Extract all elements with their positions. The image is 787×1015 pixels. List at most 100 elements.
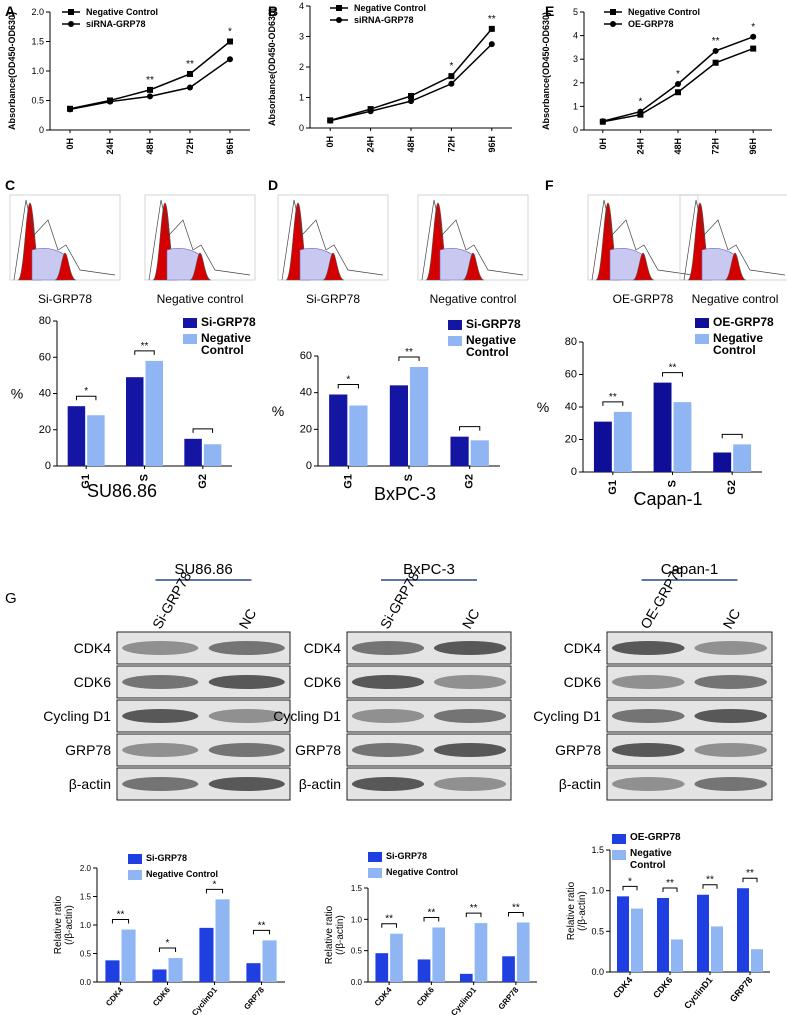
marker — [488, 25, 495, 32]
y-tick-label: 0.0 — [80, 978, 92, 987]
blot-band — [694, 709, 768, 723]
bar — [246, 963, 261, 982]
bar — [653, 382, 672, 472]
x-tick-label: 48H — [145, 138, 155, 155]
legend-label: OE-GRP78 — [713, 316, 774, 329]
y-tick-label: 80 — [39, 315, 51, 327]
g2-peak — [189, 252, 212, 281]
x-tick-label: CDK6 — [151, 985, 172, 1008]
y-tick-label: 1.0 — [591, 886, 604, 896]
legend-item: OE-GRP78 — [713, 316, 774, 329]
y-tick-label: 0.5 — [591, 926, 604, 936]
bracket — [622, 885, 638, 891]
y-axis-label: Absorbance(OD450-OD630) — [267, 8, 277, 126]
marker — [187, 70, 193, 77]
significance: ** — [746, 868, 754, 879]
marker — [227, 38, 233, 45]
bar — [432, 927, 446, 982]
bar — [390, 933, 403, 982]
legend-marker — [610, 9, 616, 15]
protein-label: CDK4 — [74, 640, 112, 656]
panel-letter: C — [5, 177, 15, 193]
protein-label: CDK4 — [304, 640, 342, 656]
legend-label: Si-GRP78 — [466, 318, 521, 331]
y-tick-label: 0 — [39, 125, 44, 135]
significance: ** — [609, 392, 617, 403]
blot-band — [208, 675, 285, 689]
bracket — [381, 923, 397, 928]
legend-label: OE-GRP78 — [630, 832, 681, 843]
y-tick-label: 5 — [573, 7, 578, 17]
x-tick-label: 0H — [325, 136, 335, 148]
bar — [697, 894, 709, 972]
legend-label: Negative Control — [201, 332, 252, 357]
protein-label: Cycling D1 — [273, 708, 341, 724]
y-tick-label: 1.0 — [31, 66, 44, 76]
blot-strip — [606, 665, 773, 699]
legend-label: Negative Control — [630, 848, 672, 871]
blot-band — [351, 675, 425, 689]
blot-band — [611, 777, 685, 791]
protein-label: GRP78 — [295, 742, 341, 758]
x-tick-label: S — [139, 474, 151, 481]
bar — [474, 923, 488, 982]
marker — [637, 108, 644, 115]
lane-label: NC — [719, 606, 743, 632]
significance: ** — [488, 14, 496, 25]
significance: * — [449, 61, 453, 72]
legend-label: OE-GRP78 — [628, 19, 674, 29]
y-tick-label: 2 — [299, 62, 304, 72]
y-tick-label: 40 — [565, 401, 577, 413]
x-tick-label: 24H — [366, 136, 376, 153]
bracket — [662, 372, 683, 377]
legend-swatch — [128, 854, 142, 864]
bar — [502, 956, 515, 982]
g2-peak — [632, 252, 655, 281]
legend-item: OE-GRP78 — [630, 832, 681, 843]
blot-title: SU86.86 — [174, 561, 232, 578]
bracket — [742, 877, 758, 883]
y-tick-label: 2.0 — [31, 7, 44, 17]
marker — [750, 45, 757, 52]
legend-swatch — [128, 870, 142, 880]
g2-peak — [54, 252, 77, 281]
bar — [673, 402, 692, 472]
marker — [107, 98, 113, 105]
y-tick-label: 0.5 — [351, 947, 363, 956]
x-tick-label: G2 — [197, 474, 209, 489]
x-tick-label: 0H — [598, 138, 608, 150]
bar — [105, 960, 120, 982]
legend-label: Negative Control — [466, 334, 517, 359]
legend-marker — [336, 17, 342, 23]
x-tick-label: 24H — [105, 138, 115, 155]
legend-label: Negative Control — [386, 867, 458, 877]
bracket — [337, 384, 359, 389]
line — [329, 28, 493, 122]
bracket — [134, 350, 155, 355]
x-tick-label: CDK4 — [104, 985, 125, 1008]
x-tick-label: CDK6 — [651, 975, 674, 1000]
marker — [367, 108, 374, 115]
marker — [147, 93, 153, 100]
blot-band — [351, 777, 425, 791]
bracket — [602, 401, 624, 406]
significance: * — [228, 27, 232, 38]
marker — [408, 98, 414, 105]
flow-label: OE-GRP78 — [613, 292, 674, 306]
panel-letter: D — [268, 177, 278, 193]
legend-swatch — [448, 320, 462, 330]
y-axis-label: Relative ratio — [324, 905, 335, 964]
panel-letter: F — [545, 177, 554, 193]
blot-band — [122, 675, 199, 689]
x-tick-label: GRP78 — [497, 985, 521, 1011]
blot-band — [208, 777, 285, 791]
legend-item: Negative Control — [466, 334, 517, 359]
blot-band — [351, 709, 425, 723]
bar — [711, 926, 723, 972]
bar — [262, 940, 277, 982]
x-tick-label: CDK6 — [415, 985, 436, 1008]
g2-peak — [322, 252, 345, 281]
blot-band — [122, 743, 199, 757]
bar — [145, 360, 163, 466]
